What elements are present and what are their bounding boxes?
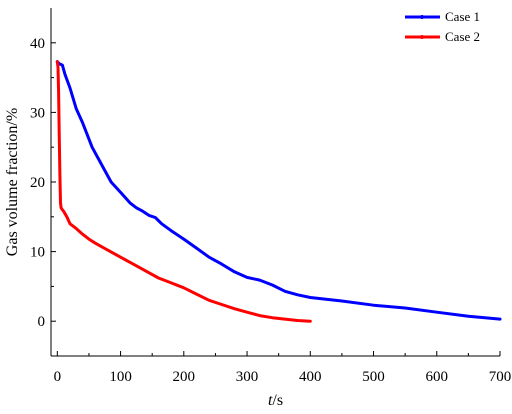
y-axis-title: Gas volume fraction/% xyxy=(4,108,21,256)
y-tick-label: 40 xyxy=(30,36,45,52)
x-axis-unit: /s xyxy=(272,392,283,409)
series-line-2 xyxy=(55,60,312,323)
y-tick-label: 10 xyxy=(30,245,45,261)
legend-label-2: Case 2 xyxy=(445,29,480,44)
x-tick-label: 700 xyxy=(489,369,512,385)
x-tick-label: 500 xyxy=(362,369,385,385)
legend-marker-1 xyxy=(420,15,424,19)
x-tick-label: 100 xyxy=(109,369,132,385)
plot-frame xyxy=(50,8,500,357)
x-tick-label: 400 xyxy=(299,369,322,385)
y-axis-ticks: 0 10 20 30 40 xyxy=(30,36,56,330)
y-tick-label: 20 xyxy=(30,175,45,191)
x-tick-label: 200 xyxy=(173,369,196,385)
legend-label-1: Case 1 xyxy=(445,9,480,24)
y-tick-label: 0 xyxy=(38,314,46,330)
legend-marker-2 xyxy=(420,35,424,39)
series-line-1 xyxy=(55,60,502,321)
x-tick-label: 0 xyxy=(54,369,62,385)
x-tick-label: 300 xyxy=(236,369,259,385)
y-tick-label: 30 xyxy=(30,105,45,121)
series-layer xyxy=(55,60,502,323)
x-axis-variable: t xyxy=(268,392,273,409)
legend: Case 1 Case 2 xyxy=(405,9,480,44)
x-tick-label: 600 xyxy=(426,369,449,385)
x-axis-title: t/s xyxy=(268,392,283,409)
x-axis-ticks: 0 100 200 300 400 500 600 700 xyxy=(54,351,512,385)
